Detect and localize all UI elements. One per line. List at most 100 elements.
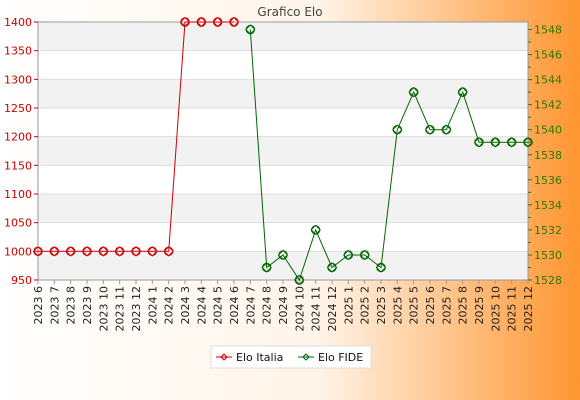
grid-band [38,108,528,137]
legend-marker-elo-fide [302,353,310,361]
x-tick-label: 2025 3 [375,286,388,325]
series-line-elo-italia [38,21,234,252]
x-tick-label: 2025 5 [408,286,421,325]
y-left-tick-label: 950 [11,274,32,287]
x-tick-label: 2025 4 [391,286,404,325]
x-tick-label: 2024 12 [326,286,339,332]
x-tick-label: 2023 11 [114,286,127,332]
x-tick-label: 2025 9 [473,286,486,325]
legend: Elo Italia Elo FIDE [210,345,372,369]
data-point-ring [327,262,337,273]
legend-label-elo-italia: Elo Italia [236,351,283,364]
grid-band [38,136,528,166]
y-left-tick-label: 1000 [4,245,32,258]
data-point-ring [147,246,158,257]
data-point-ring [343,250,354,260]
grid-band [38,50,528,80]
data-point-ring [310,225,321,235]
data-point-ring [180,17,190,27]
y-right-tick-label: 1534 [534,199,562,212]
y-right-tick-label: 1540 [534,124,562,137]
data-point-ring [98,246,109,257]
grid-band [38,194,528,223]
data-point-ring [229,17,239,27]
data-point-ring [261,262,272,273]
data-point-ring [490,137,501,147]
data-point-ring [506,137,517,147]
y-right-tick-label: 1538 [534,149,562,162]
y-left-tick-label: 1200 [4,131,32,144]
grid-band [38,222,528,252]
y-right-tick-label: 1528 [534,274,562,287]
y-right-tick-label: 1548 [534,24,562,37]
y-right-tick-label: 1546 [534,49,562,62]
y-right-tick-label: 1530 [534,249,562,262]
y-left-tick-label: 1100 [4,188,32,201]
x-tick-label: 2025 8 [457,286,470,325]
y-right-tick-label: 1536 [534,174,562,187]
data-point-ring [359,250,370,260]
data-point-ring [114,246,125,257]
grid-band [38,79,528,108]
data-point-ring [457,87,468,97]
data-point-ring [376,262,386,273]
x-tick-label: 2024 9 [277,286,290,325]
x-tick-label: 2025 10 [489,286,502,332]
x-tick-label: 2024 2 [163,286,176,325]
x-tick-label: 2024 10 [293,286,306,332]
y-right-tick-label: 1544 [534,74,562,87]
x-tick-label: 2023 9 [81,286,94,325]
x-tick-label: 2025 12 [522,286,535,332]
x-tick-label: 2023 12 [130,286,143,332]
data-point-ring [131,246,141,257]
series-line-elo-fide [249,29,528,282]
x-tick-label: 2023 7 [48,286,61,325]
y-left-tick-label: 1300 [4,73,32,86]
grid-band [38,22,528,51]
y-left-tick-label: 1150 [4,159,32,172]
y-left-tick-label: 1250 [4,102,32,115]
x-tick-label: 2024 4 [195,286,208,325]
data-point-ring [33,246,43,257]
x-tick-label: 2025 2 [359,286,372,325]
legend-label-elo-fide: Elo FIDE [318,351,363,364]
chart-title: Grafico Elo [257,5,322,19]
data-point-ring [49,246,60,257]
y-left-tick-label: 1050 [4,217,32,230]
data-point-ring [278,250,288,260]
y-right-tick-label: 1532 [534,224,562,237]
y-left-tick-label: 1350 [4,45,32,58]
x-tick-label: 2024 11 [310,286,323,332]
data-point-ring [441,125,452,135]
y-left-tick-label: 1400 [4,16,32,29]
x-tick-label: 2024 1 [146,286,159,325]
x-tick-label: 2023 10 [97,286,110,332]
x-tick-label: 2023 6 [32,286,45,325]
x-tick-label: 2023 8 [65,286,78,325]
x-tick-label: 2025 7 [440,286,453,325]
data-point-ring [212,17,223,27]
x-tick-label: 2025 1 [342,286,355,325]
data-point-ring [163,246,174,257]
data-point-ring [65,246,76,257]
grid-band [38,165,528,194]
data-point-ring [474,137,484,147]
y-right-tick-label: 1542 [534,99,562,112]
x-tick-label: 2024 7 [244,286,257,325]
legend-box [210,345,372,369]
x-tick-label: 2025 6 [424,286,437,325]
data-point-ring [245,24,256,35]
data-point-ring [392,125,403,135]
legend-marker-elo-italia [220,353,228,361]
data-point-ring [196,17,207,27]
x-tick-label: 2024 8 [261,286,274,325]
x-tick-label: 2024 3 [179,286,192,325]
x-tick-label: 2024 6 [228,286,241,325]
data-point-ring [82,246,92,257]
data-point-ring [425,125,435,135]
data-point-ring [408,87,419,97]
data-point-ring [523,137,533,147]
x-tick-label: 2025 11 [506,286,519,332]
